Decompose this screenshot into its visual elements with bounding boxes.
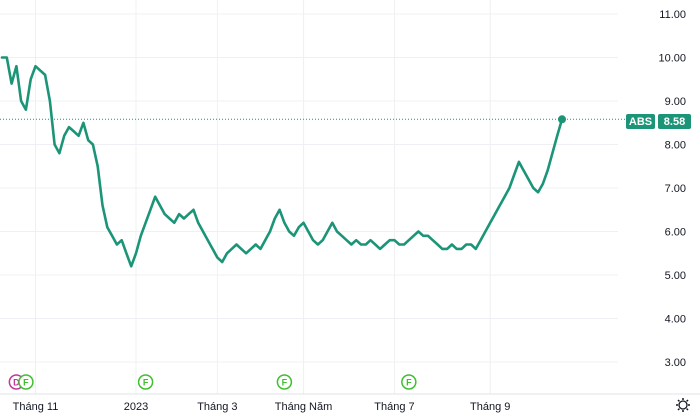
symbol-badge-label: ABS — [629, 116, 652, 128]
symbol-badge-bg — [626, 114, 655, 129]
event-marker[interactable]: F — [276, 374, 293, 390]
price-series-line — [0, 56, 564, 268]
event-marker-circle — [137, 374, 154, 390]
y-tick-label: 6.00 — [665, 227, 686, 239]
gear-icon[interactable] — [676, 398, 690, 412]
last-value-badge-bg — [658, 114, 691, 129]
event-marker[interactable]: F — [401, 374, 417, 390]
last-point-marker — [558, 115, 566, 124]
x-tick-label: Tháng Năm — [275, 401, 332, 413]
event-marker-label: F — [23, 378, 29, 388]
event-marker-circle — [401, 374, 417, 390]
event-marker-circle — [276, 374, 293, 390]
y-tick-label: 8.00 — [665, 140, 686, 152]
event-marker-label: F — [406, 378, 412, 388]
price-series-layer — [0, 56, 566, 268]
event-marker-circle — [18, 374, 34, 390]
event-marker-label: D — [13, 378, 20, 388]
chart-grid — [0, 0, 700, 395]
y-tick-label: 7.00 — [665, 183, 686, 195]
x-tick-label: Tháng 11 — [13, 401, 59, 413]
x-tick-label: Tháng 7 — [374, 401, 414, 413]
last-value-badge-label: 8.58 — [664, 116, 685, 128]
y-tick-label: 10.00 — [658, 53, 686, 65]
y-tick-label: 4.00 — [665, 314, 686, 326]
x-tick-label: Tháng 3 — [197, 401, 237, 413]
y-tick-label: 3.00 — [665, 357, 686, 369]
event-marker-label: F — [143, 378, 149, 388]
y-axis: 11.00 10.00 9.00 8.00 7.00 6.00 5.00 4.00 3.00 — [658, 9, 686, 369]
event-marker[interactable]: F — [137, 374, 154, 390]
x-axis: Tháng 11 2023 Tháng 3 Tháng Năm Tháng 7 Tháng… — [13, 401, 511, 413]
event-marker[interactable]: F — [18, 374, 34, 390]
y-tick-label: 9.00 — [665, 96, 686, 108]
y-tick-label: 11.00 — [659, 9, 686, 21]
x-tick-label: 2023 — [124, 401, 148, 413]
y-tick-label: 5.00 — [665, 270, 686, 282]
x-tick-label: Tháng 9 — [470, 401, 510, 413]
event-marker-label: F — [282, 378, 288, 388]
last-price-badge: ABS 8.58 — [626, 114, 691, 129]
